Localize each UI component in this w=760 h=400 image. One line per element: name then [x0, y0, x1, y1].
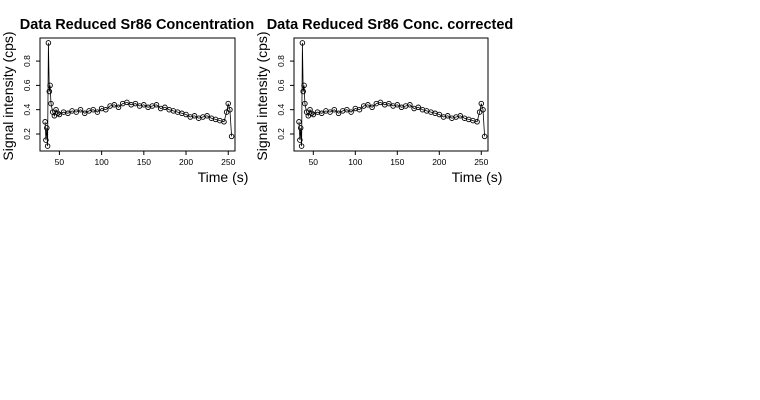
data-point-2-7: [302, 100, 308, 107]
data-point-1-4: [45, 40, 52, 46]
data-point-2-16: [327, 109, 333, 115]
x-tick-label-2-4: 250: [474, 157, 488, 167]
data-point-1-23: [103, 106, 109, 113]
data-point-1-0: [42, 119, 48, 125]
data-point-1-30: [132, 100, 139, 107]
data-points-2: [296, 40, 488, 149]
axis-ticks-1: 50 100 150 200 250 0.2 0.4 0.6 0.8: [22, 55, 236, 167]
x-tick-label-2-0: 50: [309, 157, 319, 167]
data-point-1-16: [73, 109, 80, 115]
data-point-1-25: [111, 102, 118, 108]
data-point-1-2: [44, 125, 50, 131]
x-tick-label-1-2: 150: [137, 157, 151, 167]
y-tick-label-1-1: 0.4: [22, 104, 32, 116]
x-axis-label-1: Time (s): [198, 169, 249, 185]
y-tick-label-2-1: 0.4: [276, 104, 286, 116]
data-point-2-51: [474, 119, 480, 125]
data-point-2-35: [407, 102, 413, 108]
y-tick-label-2-2: 0.6: [276, 79, 286, 91]
x-tick-label-2-2: 150: [390, 157, 404, 167]
data-point-1-37: [162, 104, 168, 111]
chart-title-1: Data Reduced Sr86 Concentration: [20, 17, 254, 33]
data-point-2-28: [377, 99, 384, 106]
axis-ticks-2: 50 100 150 200 250 0.2 0.4 0.6 0.8: [276, 55, 489, 167]
data-point-2-54: [480, 106, 486, 113]
plot-frame-1: [39, 37, 236, 152]
x-tick-label-2-3: 200: [432, 157, 446, 167]
x-tick-label-1-1: 100: [95, 157, 109, 167]
data-point-1-55: [228, 133, 235, 140]
data-point-2-20: [344, 106, 350, 113]
data-point-2-42: [436, 111, 443, 118]
y-tick-label-1-0: 0.2: [22, 128, 32, 140]
data-point-2-25: [365, 102, 371, 108]
data-point-2-17: [331, 106, 338, 113]
data-point-2-18: [335, 110, 342, 117]
y-tick-label-1-2: 0.6: [22, 79, 32, 91]
data-point-1-21: [94, 109, 101, 115]
data-point-1-35: [153, 102, 160, 108]
data-point-2-55: [481, 133, 488, 140]
data-point-1-44: [191, 113, 198, 119]
x-axis-label-2: Time (s): [452, 169, 503, 185]
data-point-2-2: [297, 125, 304, 131]
y-tick-label-2-0: 0.2: [276, 128, 286, 140]
data-point-1-42: [183, 111, 189, 118]
data-point-1-47: [204, 113, 210, 119]
data-point-1-6: [47, 82, 53, 89]
data-point-1-17: [77, 106, 84, 113]
data-point-2-14: [318, 110, 325, 117]
data-point-2-3: [298, 143, 305, 149]
x-tick-label-2-1: 100: [348, 157, 362, 167]
data-point-2-5: [300, 88, 306, 95]
y-tick-label-1-3: 0.8: [22, 55, 32, 67]
data-point-2-4: [299, 40, 306, 46]
data-point-1-28: [124, 99, 130, 106]
data-points-1: [42, 40, 235, 149]
data-point-2-47: [457, 113, 464, 119]
data-point-1-51: [221, 119, 227, 125]
data-point-2-44: [444, 113, 451, 119]
plot-frame-2: [293, 37, 489, 152]
data-point-2-6: [301, 82, 307, 89]
y-axis-label-1: Signal intensity (cps): [0, 31, 16, 160]
data-point-1-14: [65, 110, 71, 117]
chart-title-2: Data Reduced Sr86 Conc. corrected: [267, 17, 514, 33]
chart-panel-1: Data Reduced Sr86 Concentration 50 100 150…: [0, 17, 254, 185]
data-point-1-5: [46, 88, 53, 95]
data-point-2-1: [297, 137, 303, 143]
data-point-2-26: [369, 104, 375, 111]
data-point-1-32: [141, 102, 147, 108]
chart-panel-2: Data Reduced Sr86 Conc. corrected 50 100 1…: [254, 17, 513, 185]
data-point-1-26: [115, 104, 122, 111]
data-point-1-53: [225, 100, 231, 107]
x-tick-label-1-0: 50: [55, 157, 65, 167]
data-point-1-54: [227, 106, 233, 113]
x-tick-label-1-3: 200: [179, 157, 193, 167]
data-point-2-30: [386, 100, 392, 107]
data-point-2-12: [310, 111, 317, 118]
data-point-2-0: [296, 119, 302, 125]
data-point-1-1: [43, 137, 49, 143]
data-point-2-37: [415, 104, 422, 111]
data-point-2-53: [478, 100, 485, 107]
y-axis-label-2: Signal intensity (cps): [254, 31, 270, 160]
series-line-2: [298, 42, 485, 147]
data-point-2-21: [348, 109, 354, 115]
data-point-1-12: [56, 111, 63, 118]
data-point-2-23: [356, 106, 363, 113]
data-point-2-32: [394, 102, 401, 108]
series-line-1: [44, 42, 232, 147]
data-point-1-18: [81, 110, 88, 117]
data-point-1-3: [44, 143, 51, 149]
x-tick-label-1-4: 250: [221, 157, 235, 167]
y-tick-label-2-3: 0.8: [276, 55, 286, 67]
data-point-1-20: [90, 106, 96, 113]
data-point-1-7: [48, 100, 54, 107]
